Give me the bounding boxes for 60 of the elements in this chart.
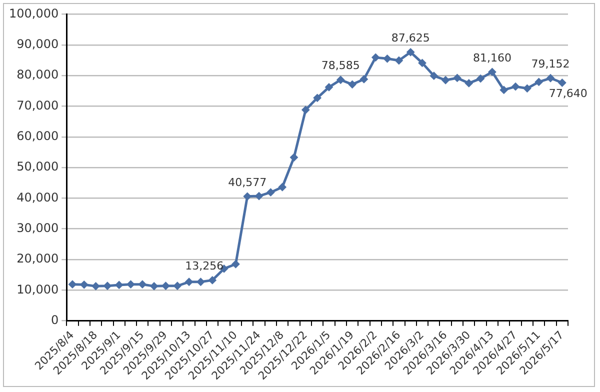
data-label: 78,585	[321, 59, 360, 72]
point	[464, 79, 473, 88]
point	[383, 54, 392, 63]
y-tick-label: 80,000	[16, 68, 59, 82]
point	[360, 75, 368, 84]
data-label: 81,160	[472, 51, 512, 64]
point	[243, 192, 252, 200]
point	[92, 282, 100, 290]
point	[80, 280, 88, 289]
data-label: 77,640	[548, 87, 588, 100]
point	[406, 48, 415, 56]
y-tick-label: 100,000	[9, 6, 59, 20]
point	[546, 74, 555, 82]
point	[302, 106, 310, 114]
point	[115, 280, 124, 289]
point	[394, 56, 403, 64]
point	[372, 53, 380, 62]
point	[442, 76, 450, 84]
y-tick-label: 30,000	[16, 220, 59, 235]
point	[278, 183, 286, 192]
point	[324, 83, 333, 92]
y-tick-label: 40,000	[16, 190, 59, 204]
point	[476, 74, 485, 83]
point	[523, 84, 532, 92]
y-tick-label: 20,000	[16, 252, 59, 266]
point	[290, 153, 298, 162]
point	[558, 78, 566, 87]
point	[232, 260, 240, 268]
point	[185, 278, 194, 286]
point	[453, 74, 462, 82]
data-label: 87,625	[391, 32, 430, 45]
data-label: 13,256	[185, 260, 224, 273]
point	[103, 282, 112, 290]
data-label: 79,152	[531, 57, 570, 70]
point	[313, 94, 322, 102]
point	[196, 278, 205, 286]
point	[266, 188, 275, 196]
data-label: 40,577	[228, 176, 267, 189]
point	[173, 282, 182, 290]
y-tick-label: 60,000	[16, 128, 59, 143]
point	[534, 78, 543, 86]
y-tick-label: 0	[50, 312, 59, 327]
point	[255, 192, 264, 200]
point	[430, 72, 438, 80]
point	[488, 68, 496, 76]
point	[138, 280, 146, 288]
point	[418, 58, 426, 67]
point	[336, 76, 345, 84]
y-tick-label: 50,000	[16, 160, 59, 174]
point	[348, 80, 356, 88]
point	[208, 276, 216, 284]
y-tick-label: 10,000	[16, 282, 59, 296]
y-tick-label: 90,000	[16, 36, 59, 51]
point	[500, 86, 508, 94]
y-tick-label: 70,000	[16, 98, 59, 112]
point	[162, 282, 170, 290]
point	[68, 280, 76, 288]
point	[150, 282, 158, 290]
point	[126, 280, 135, 288]
point	[512, 82, 520, 91]
